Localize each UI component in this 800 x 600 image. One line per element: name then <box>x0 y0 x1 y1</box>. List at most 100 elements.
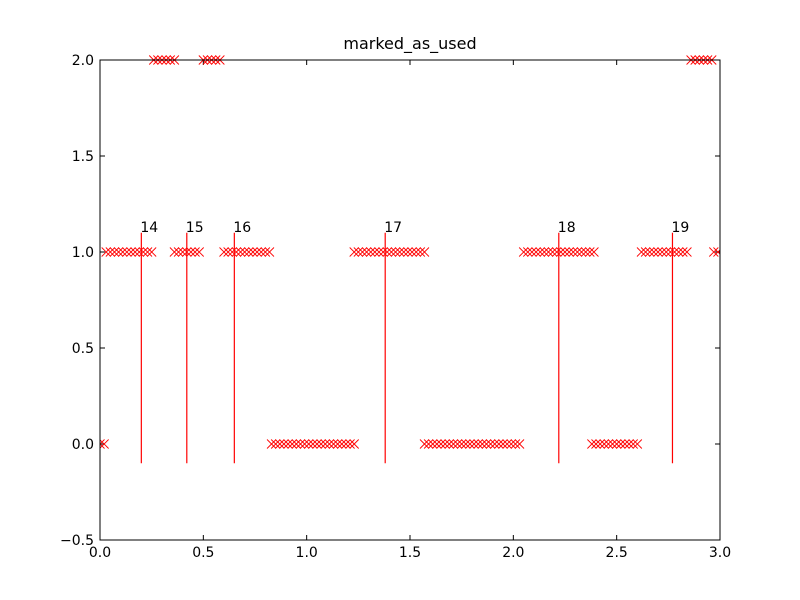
x-tick-label: 3.0 <box>709 545 731 561</box>
data-point <box>252 247 262 257</box>
data-point <box>576 247 587 257</box>
data-point <box>510 439 521 449</box>
data-point <box>556 247 566 257</box>
data-point <box>595 439 605 449</box>
data-point <box>673 247 684 257</box>
data-point <box>105 247 116 257</box>
data-point <box>227 247 238 257</box>
data-point <box>427 439 438 449</box>
y-tick-label: −0.5 <box>60 533 94 549</box>
data-point <box>489 439 500 449</box>
data-point <box>390 247 401 257</box>
marker-label: 15 <box>186 220 204 236</box>
data-point <box>279 439 289 449</box>
data-point <box>134 247 145 257</box>
data-point <box>498 439 508 449</box>
data-point <box>665 247 676 257</box>
data-point <box>506 439 517 449</box>
data-point <box>599 439 610 449</box>
y-tick-label: 1.5 <box>72 149 94 165</box>
data-point <box>432 439 442 449</box>
data-point <box>649 247 659 257</box>
data-point <box>568 247 579 257</box>
marker-label: 16 <box>233 220 251 236</box>
data-point <box>349 439 360 449</box>
data-point <box>130 247 140 257</box>
y-tick-label: 2.0 <box>72 53 94 69</box>
data-point <box>657 247 667 257</box>
data-point <box>316 439 326 449</box>
data-point <box>353 247 364 257</box>
x-tick-label: 0.5 <box>192 545 214 561</box>
data-point <box>640 247 651 257</box>
data-point <box>628 439 639 449</box>
data-point <box>603 439 614 449</box>
marker-label: 18 <box>558 220 576 236</box>
data-point <box>477 439 488 449</box>
data-point <box>101 247 112 257</box>
data-point <box>274 439 285 449</box>
data-point <box>283 439 293 449</box>
data-point <box>270 439 281 449</box>
data-point <box>440 439 450 449</box>
data-point <box>374 247 384 257</box>
data-point <box>194 247 205 257</box>
chart-title: marked_as_used <box>343 34 476 54</box>
data-point <box>142 247 153 257</box>
data-point <box>312 439 322 449</box>
data-point <box>485 439 496 449</box>
data-point <box>138 247 149 257</box>
data-point <box>632 439 643 449</box>
y-tick-label: 0.5 <box>72 341 94 357</box>
data-point <box>560 247 570 257</box>
plot-frame <box>99 59 721 541</box>
vertical-markers: 14 15 16 17 18 19 <box>140 220 689 464</box>
data-point <box>522 247 533 257</box>
data-point <box>365 247 376 257</box>
data-point <box>636 247 647 257</box>
data-point <box>169 247 180 257</box>
data-point <box>357 247 368 257</box>
data-point <box>551 247 562 257</box>
data-point <box>291 439 302 449</box>
data-point <box>589 247 599 257</box>
data-point <box>713 247 720 257</box>
marker-label: 17 <box>384 220 402 236</box>
data-point <box>177 247 188 257</box>
data-point <box>394 247 405 257</box>
data-point <box>531 247 541 257</box>
data-point <box>620 439 630 449</box>
data-point <box>444 439 455 449</box>
data-point <box>452 439 463 449</box>
x-tick-label: 2.5 <box>606 545 628 561</box>
data-point <box>113 247 124 257</box>
data-point <box>564 247 574 257</box>
data-point <box>100 439 105 449</box>
data-point <box>248 247 258 257</box>
data-point <box>109 247 120 257</box>
data-point <box>469 439 479 449</box>
data-point <box>266 439 277 449</box>
data-point <box>481 439 492 449</box>
data-point <box>547 247 558 257</box>
data-point <box>682 247 692 257</box>
plot-area <box>100 60 720 540</box>
data-point <box>436 439 446 449</box>
data-point <box>320 439 331 449</box>
data-point <box>411 247 422 257</box>
data-point <box>587 439 597 449</box>
data-point <box>260 247 271 257</box>
data-point <box>295 439 306 449</box>
data-point <box>669 247 680 257</box>
data-point <box>572 247 583 257</box>
data-point <box>173 247 184 257</box>
data-point <box>615 439 626 449</box>
data-series <box>100 55 720 449</box>
data-point <box>539 247 550 257</box>
axis-ticks: 0.0 0.5 1.0 1.5 2.0 2.5 3.0−0.50.00.51.01.52.0 <box>60 53 731 561</box>
data-point <box>328 439 339 449</box>
data-point <box>708 247 719 257</box>
data-point <box>607 439 618 449</box>
x-tick-label: 2.0 <box>502 545 524 561</box>
